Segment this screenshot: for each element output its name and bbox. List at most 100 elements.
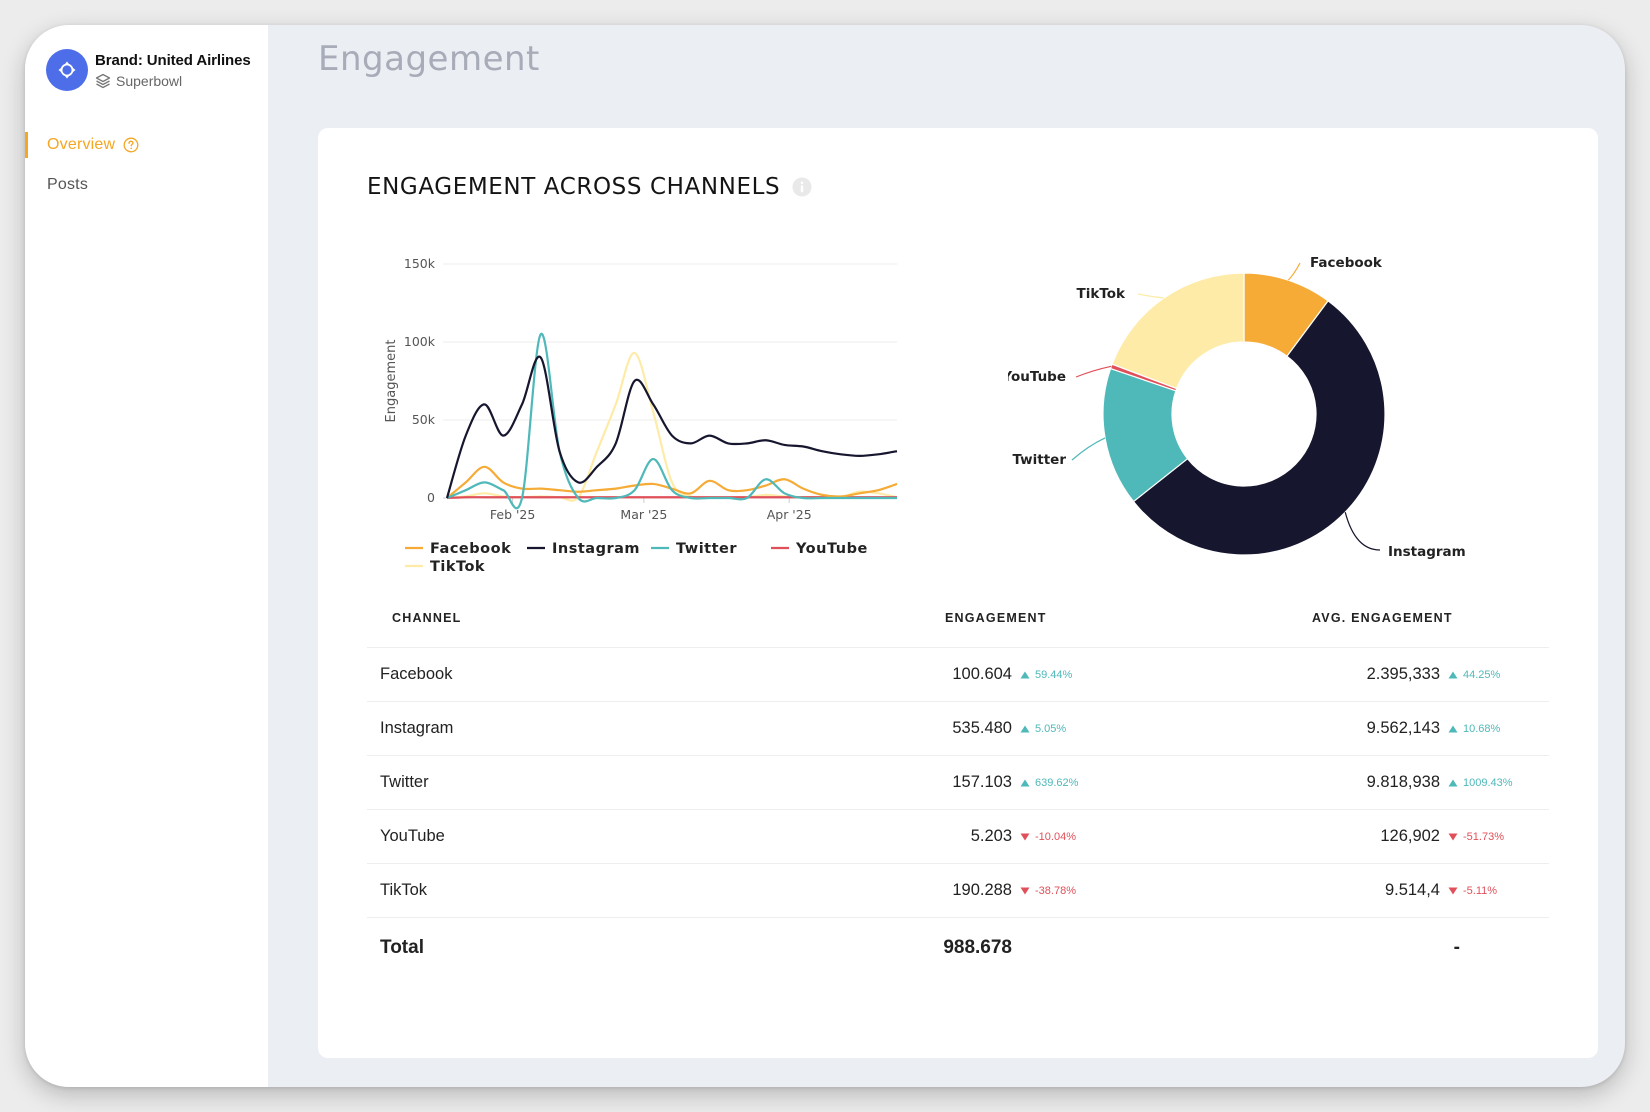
donut-label-instagram: Instagram xyxy=(1388,544,1466,560)
callout-line xyxy=(1137,293,1164,299)
brand-switcher[interactable]: Brand: United Airlines Superbowl xyxy=(46,49,251,91)
change-value: -38.78% xyxy=(1035,884,1076,897)
arrow-down-icon xyxy=(1448,887,1458,894)
change-badge: 639.62% xyxy=(1020,777,1078,789)
change-value: -5.11% xyxy=(1463,884,1498,897)
table-row[interactable]: Twitter 157.103 639.62% 9.818,938 1009.43% xyxy=(367,756,1549,810)
total-label: Total xyxy=(380,937,424,958)
legend-label: YouTube xyxy=(795,541,868,557)
engagement-line-chart: 0 50k 100k 150k Feb '25 Mar '25 Apr '25 Engagem… xyxy=(384,256,898,575)
channel-name: Twitter xyxy=(380,773,429,791)
change-badge: -10.04% xyxy=(1020,831,1076,843)
callout-line xyxy=(1075,365,1112,378)
sidebar-item-label: Overview xyxy=(47,136,116,153)
sidebar-item-label: Posts xyxy=(47,176,89,193)
engagement-value: 157.103 xyxy=(952,773,1012,791)
change-value: 44.25% xyxy=(1463,668,1501,681)
change-value: -10.04% xyxy=(1035,830,1076,843)
series-line-instagram[interactable] xyxy=(445,355,898,499)
donut-label-youtube: YouTube xyxy=(1008,369,1066,385)
engagement-value: 100.604 xyxy=(952,665,1012,683)
change-badge: 1009.43% xyxy=(1448,777,1513,789)
avg-engagement-value: 9.514,4 xyxy=(1384,881,1440,899)
table-header: CHANNEL ENGAGEMENT AVG. ENGAGEMENT xyxy=(367,588,1549,648)
donut-slice-tiktok[interactable] xyxy=(1111,272,1245,390)
change-value: 639.62% xyxy=(1035,776,1079,789)
help-circle-icon[interactable] xyxy=(123,137,139,153)
legend-item-youtube[interactable]: YouTube xyxy=(771,541,868,557)
arrow-up-icon xyxy=(1020,725,1030,732)
y-axis-label: Engagement xyxy=(384,340,399,423)
layers-icon xyxy=(95,73,111,88)
legend-item-tiktok[interactable]: TikTok xyxy=(405,559,485,575)
legend-label: TikTok xyxy=(430,559,485,575)
avg-engagement-value: 9.562,143 xyxy=(1366,719,1440,737)
channel-name: YouTube xyxy=(380,827,445,845)
sidebar-item-overview[interactable]: Overview xyxy=(25,125,268,165)
change-badge: -5.11% xyxy=(1448,885,1497,897)
callout-line xyxy=(1287,262,1301,281)
legend-item-facebook[interactable]: Facebook xyxy=(405,541,511,557)
change-value: -51.73% xyxy=(1463,830,1504,843)
arrow-up-icon xyxy=(1020,779,1030,786)
total-engagement: 988.678 xyxy=(943,937,1012,958)
change-badge: 10.68% xyxy=(1448,723,1500,735)
y-tick-label: 150k xyxy=(404,256,436,271)
series-line-tiktok[interactable] xyxy=(446,351,898,502)
change-badge: -51.73% xyxy=(1448,831,1504,843)
info-icon[interactable] xyxy=(792,177,812,197)
page-title: Engagement xyxy=(318,39,540,79)
change-badge: 44.25% xyxy=(1448,669,1500,681)
channel-name: TikTok xyxy=(380,881,428,899)
donut-label-tiktok: TikTok xyxy=(1077,286,1127,302)
table-total-row: Total 988.678 - xyxy=(367,918,1549,978)
arrow-down-icon xyxy=(1020,833,1030,840)
header-engagement: ENGAGEMENT xyxy=(945,610,1047,625)
y-tick-label: 0 xyxy=(427,490,435,505)
legend-item-instagram[interactable]: Instagram xyxy=(527,541,640,557)
callout-line xyxy=(1071,437,1106,461)
change-value: 5.05% xyxy=(1035,722,1067,735)
arrow-down-icon xyxy=(1448,833,1458,840)
total-avg-engagement: - xyxy=(1453,937,1460,958)
channel-name: Instagram xyxy=(380,719,454,737)
arrow-up-icon xyxy=(1448,671,1458,678)
arrow-up-icon xyxy=(1020,671,1030,678)
table-row[interactable]: TikTok 190.288 -38.78% 9.514,4 -5.11% xyxy=(367,864,1549,918)
header-avg-engagement: AVG. ENGAGEMENT xyxy=(1312,610,1453,625)
avg-engagement-value: 2.395,333 xyxy=(1366,665,1440,683)
series-line-twitter[interactable] xyxy=(446,333,897,510)
card-title: ENGAGEMENT ACROSS CHANNELS xyxy=(367,174,781,200)
change-badge: 5.05% xyxy=(1020,723,1066,735)
legend-label: Twitter xyxy=(676,541,737,557)
avg-engagement-value: 9.818,938 xyxy=(1366,773,1440,791)
legend-label: Instagram xyxy=(552,541,640,557)
brand-name: Brand: United Airlines xyxy=(95,51,251,69)
engagement-value: 190.288 xyxy=(952,881,1012,899)
channel-table: CHANNEL ENGAGEMENT AVG. ENGAGEMENT Faceb… xyxy=(367,588,1549,978)
arrow-down-icon xyxy=(1020,887,1030,894)
legend-label: Facebook xyxy=(430,541,511,557)
table-row[interactable]: Instagram 535.480 5.05% 9.562,143 10.68% xyxy=(367,702,1549,756)
app-window: Brand: United Airlines Superbowl Overvie… xyxy=(25,25,1625,1087)
header-channel: CHANNEL xyxy=(392,610,462,625)
engagement-donut-chart: Facebook Instagram Twitter YouTube TikTok xyxy=(1008,255,1466,560)
donut-label-twitter: Twitter xyxy=(1012,452,1066,468)
callout-line xyxy=(1344,512,1381,551)
engagement-value: 535.480 xyxy=(952,719,1012,737)
table-row[interactable]: YouTube 5.203 -10.04% 126,902 -51.73% xyxy=(367,810,1549,864)
sidebar: Brand: United Airlines Superbowl Overvie… xyxy=(25,25,268,1087)
arrow-up-icon xyxy=(1448,725,1458,732)
change-value: 1009.43% xyxy=(1463,776,1513,789)
channel-name: Facebook xyxy=(380,665,453,683)
sidebar-item-posts[interactable]: Posts xyxy=(25,165,268,205)
engagement-value: 5.203 xyxy=(970,827,1012,845)
change-badge: -38.78% xyxy=(1020,885,1076,897)
change-badge: 59.44% xyxy=(1020,669,1072,681)
campaign-name: Superbowl xyxy=(116,72,183,89)
arrow-up-icon xyxy=(1448,779,1458,786)
engagement-card: ENGAGEMENT ACROSS CHANNELS 0 50k 100k 150k F… xyxy=(318,128,1598,1058)
donut-slice-instagram[interactable] xyxy=(1132,300,1386,556)
table-row[interactable]: Facebook 100.604 59.44% 2.395,333 44.25% xyxy=(367,648,1549,702)
legend-item-twitter[interactable]: Twitter xyxy=(651,541,737,557)
